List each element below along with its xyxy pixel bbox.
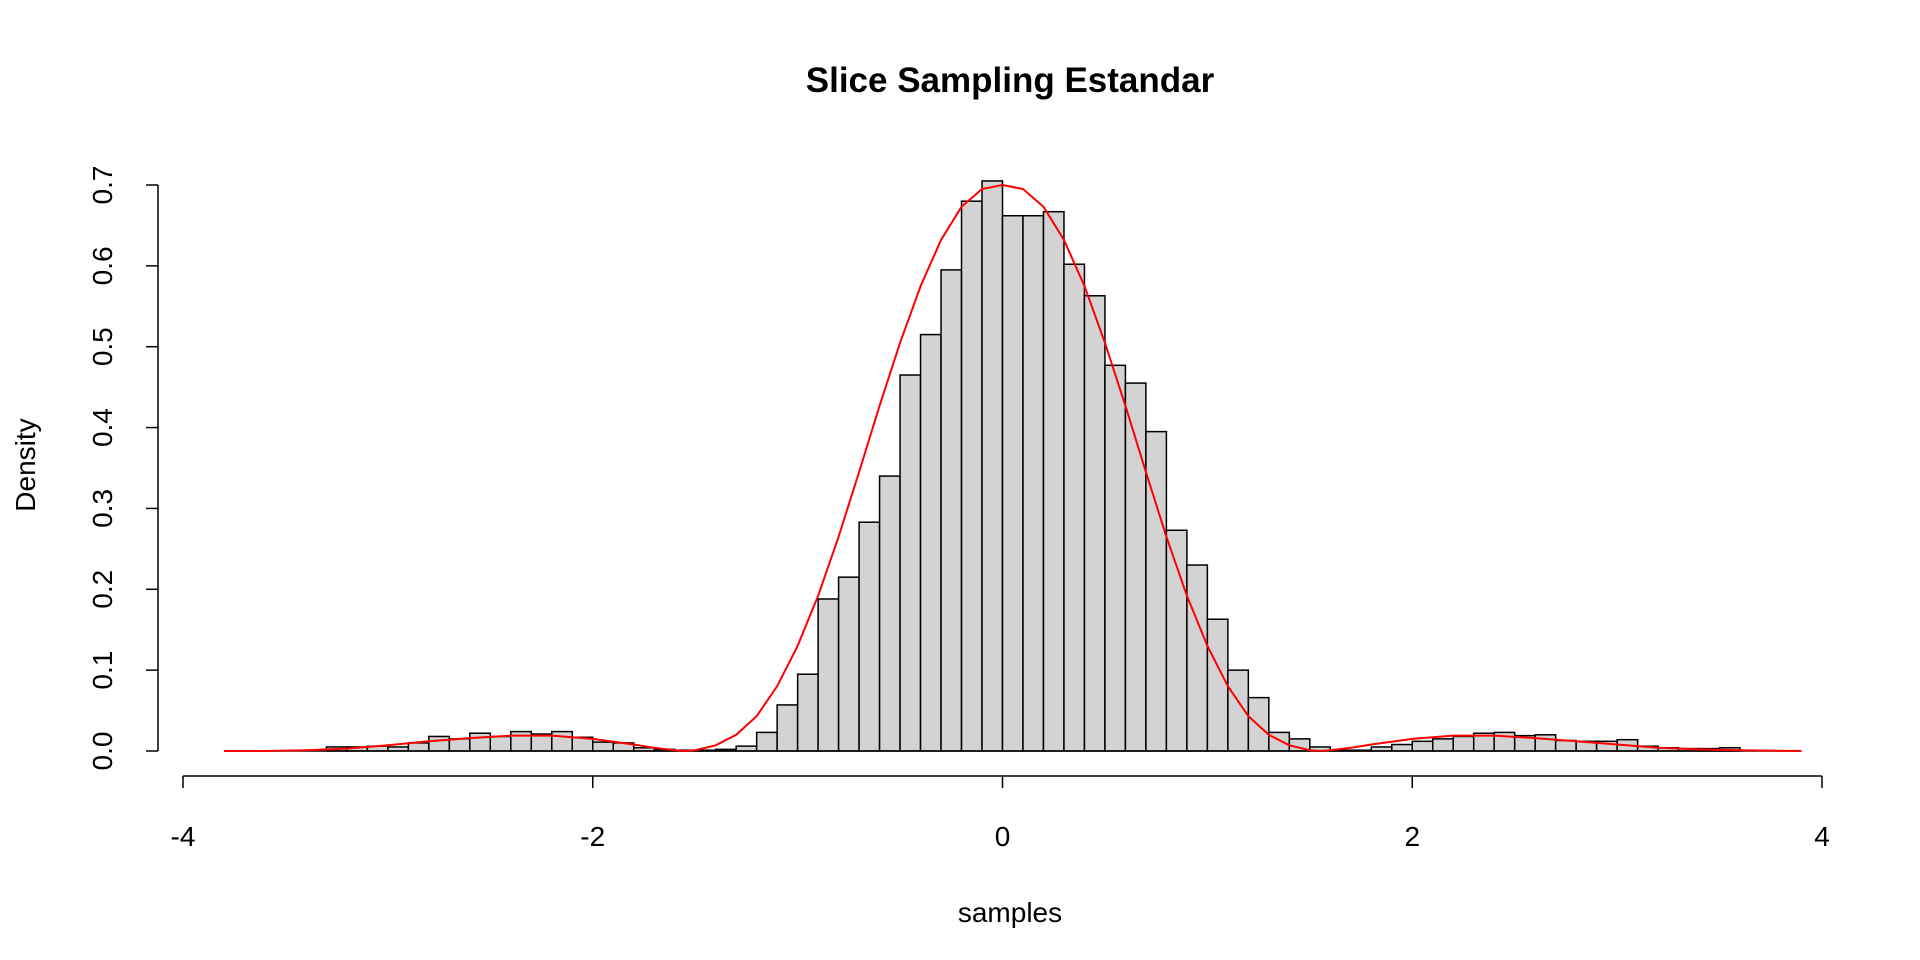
histogram-bar: [1268, 731, 1291, 752]
histogram-bar: [837, 576, 860, 752]
histogram-bar: [1042, 210, 1065, 752]
histogram-bar: [407, 742, 430, 752]
x-tick-label: 4: [1814, 821, 1830, 852]
histogram-bar: [448, 738, 471, 752]
x-axis-label: samples: [958, 897, 1062, 928]
x-tick-label: 0: [995, 821, 1011, 852]
density-curve: [224, 183, 1802, 753]
y-tick-label: 0.6: [87, 246, 118, 285]
histogram-bar: [878, 475, 901, 752]
histogram-bar: [1001, 214, 1024, 752]
histogram-bar: [1534, 734, 1557, 752]
histogram-bar: [469, 732, 492, 752]
histogram-bar: [919, 333, 942, 752]
y-tick-label: 0.2: [87, 570, 118, 609]
y-axis-label: Density: [10, 418, 41, 511]
histogram-bar: [776, 704, 799, 752]
x-axis: -4 -2 0 2 4: [171, 775, 1830, 852]
histogram-bar: [510, 730, 533, 752]
y-tick-label: 0.0: [87, 732, 118, 771]
histogram-bar: [428, 735, 451, 752]
histogram-bar: [755, 731, 778, 752]
x-tick-label: 2: [1404, 821, 1420, 852]
histogram-bar: [960, 200, 983, 752]
histogram-bar: [858, 521, 881, 752]
histogram-bar: [981, 180, 1004, 752]
histogram-bars: [223, 180, 1802, 752]
histogram-bar: [1022, 214, 1045, 752]
y-tick-label: 0.1: [87, 651, 118, 690]
chart-title: Slice Sampling Estandar: [806, 61, 1215, 100]
histogram-bar: [1391, 743, 1413, 752]
histogram-bar: [1186, 564, 1209, 752]
histogram-bar: [592, 741, 614, 752]
histogram-bar: [1431, 738, 1454, 752]
histogram-bar: [1063, 263, 1086, 752]
histogram-bar: [817, 598, 840, 752]
histogram-bar: [1104, 364, 1127, 752]
histogram-bar: [1452, 735, 1475, 752]
y-tick-label: 0.4: [87, 408, 118, 447]
histogram-bar: [796, 673, 819, 752]
x-tick-label: -4: [171, 821, 196, 852]
histogram-bar: [899, 374, 922, 752]
histogram-bar: [940, 269, 963, 752]
histogram-bar: [1411, 740, 1434, 752]
y-axis: 0.0 0.1 0.2 0.3 0.4 0.5 0.6 0.7: [87, 166, 159, 771]
histogram-bar: [551, 730, 574, 752]
histogram-bar: [1206, 618, 1229, 752]
y-tick-label: 0.7: [87, 166, 118, 205]
histogram-bar: [1083, 295, 1106, 752]
y-tick-label: 0.3: [87, 489, 118, 528]
x-tick-label: -2: [580, 821, 605, 852]
histogram-bar: [489, 735, 512, 752]
y-tick-label: 0.5: [87, 327, 118, 366]
